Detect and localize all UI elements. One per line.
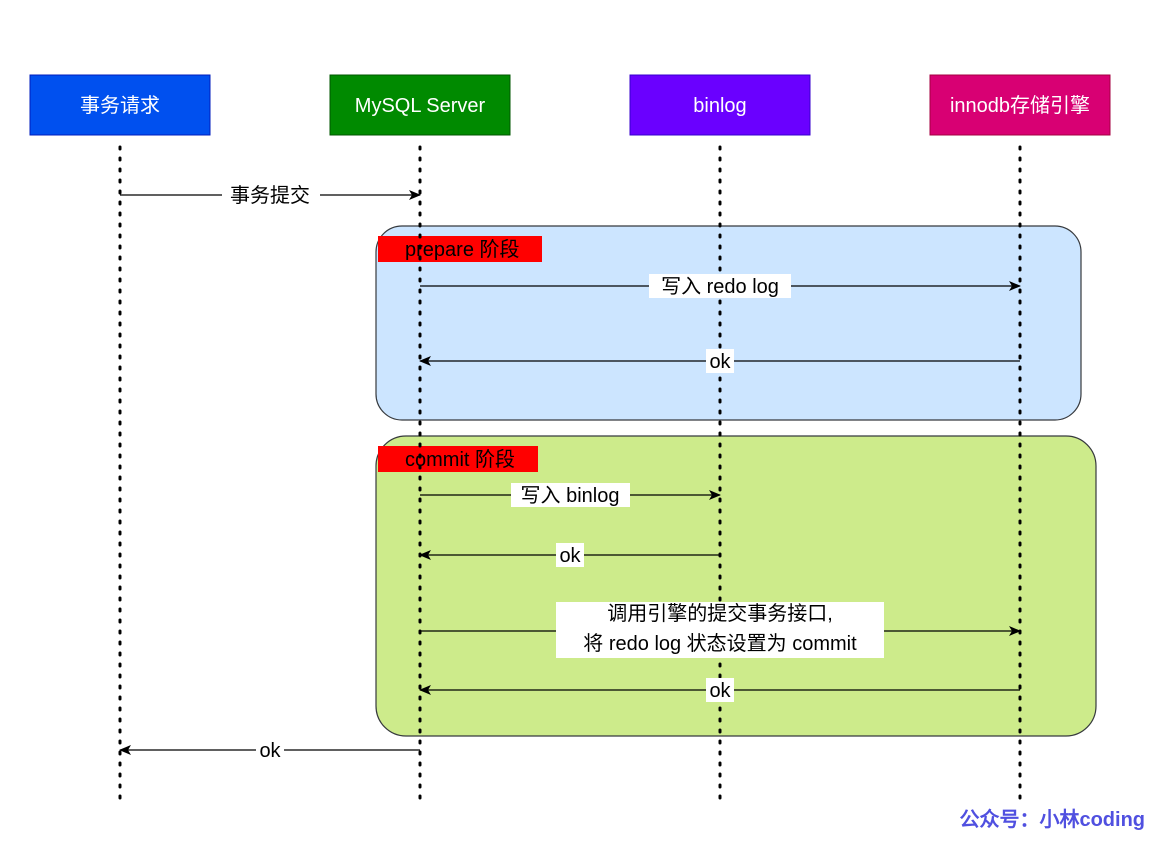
message-label-1: 事务提交 <box>230 184 310 207</box>
participant-binlog-label: binlog <box>693 95 746 117</box>
message-label-6b: 将 redo log 状态设置为 commit <box>583 632 857 655</box>
participant-request-label: 事务请求 <box>80 94 160 117</box>
message-label-3: ok <box>709 351 731 373</box>
commit-phase-label: commit 阶段 <box>405 448 515 471</box>
participant-innodb <box>929 74 1111 136</box>
participant-mysql-server-label: MySQL Server <box>355 95 486 117</box>
participant-innodb-label: innodb存储引擎 <box>950 94 1090 117</box>
participant-mysql-server <box>329 74 511 136</box>
watermark: 公众号：小林coding <box>959 807 1145 831</box>
message-label-2: 写入 redo log <box>661 276 779 298</box>
message-label-4: 写入 binlog <box>521 485 620 507</box>
commit-label-bg <box>378 446 538 472</box>
message-label-6a: 调用引擎的提交事务接口, <box>607 602 833 625</box>
prepare-label-bg <box>378 236 542 262</box>
commit-phase-group <box>375 435 1097 737</box>
participant-binlog <box>629 74 811 136</box>
prepare-phase-group <box>375 225 1082 421</box>
participant-request <box>29 74 211 136</box>
message-label-7: ok <box>709 680 731 702</box>
message-label-8: ok <box>259 740 281 762</box>
prepare-phase-label: prepare 阶段 <box>405 238 520 261</box>
message-label-5: ok <box>559 545 581 567</box>
